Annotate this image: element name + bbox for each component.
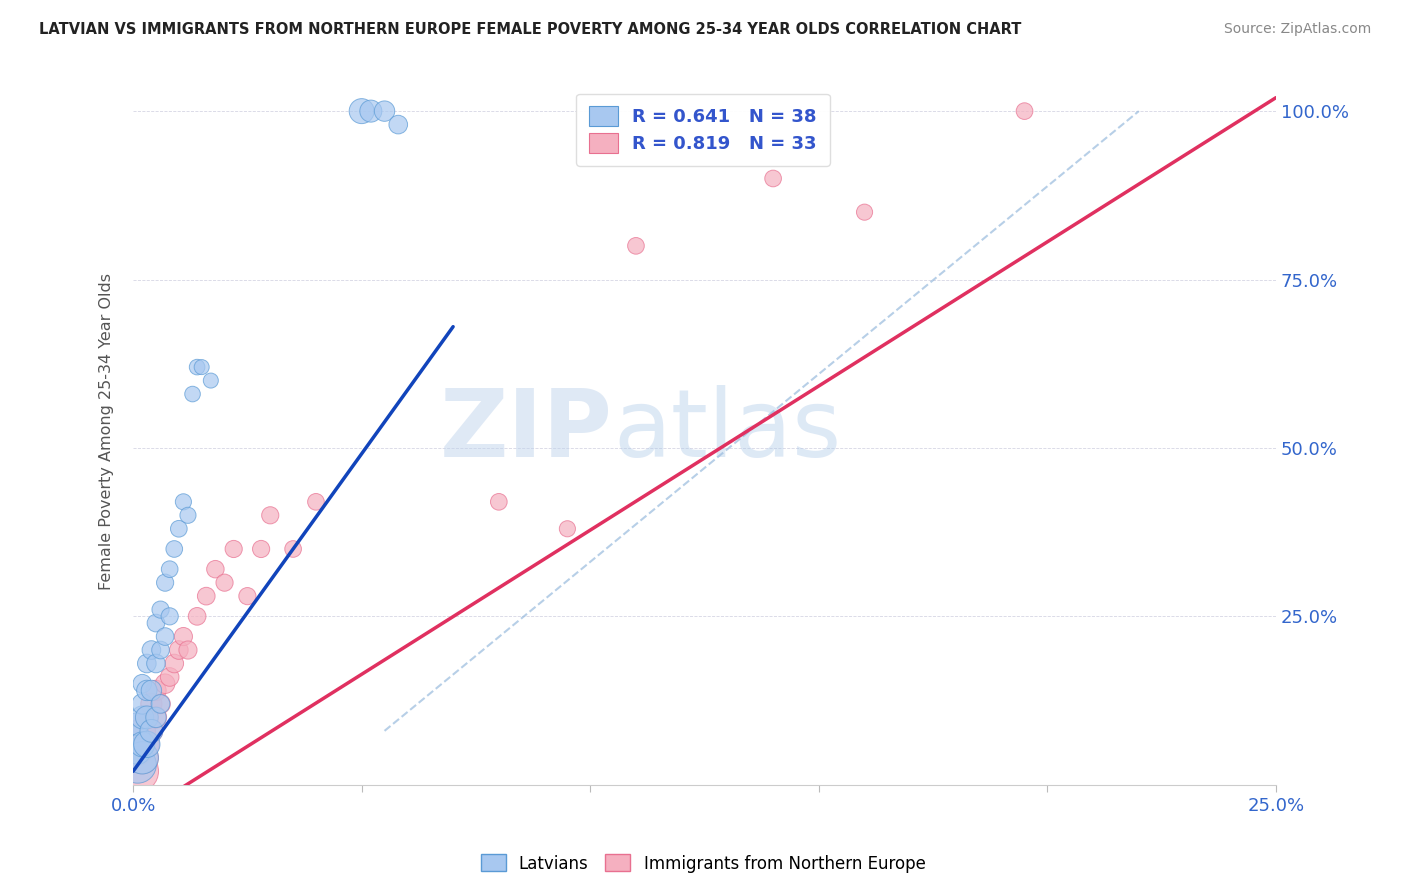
Point (181, 387, 204, 401)
Point (131, 723, 153, 738)
Point (853, 205, 876, 219)
Point (557, 522, 579, 536)
Point (259, 508, 281, 523)
Point (149, 643, 172, 657)
Point (135, 710, 157, 724)
Point (762, 171, 785, 186)
Point (145, 657, 167, 671)
Point (195, 589, 218, 603)
Point (145, 683, 167, 698)
Point (135, 710, 157, 724)
Point (360, 104, 382, 119)
Point (127, 717, 149, 731)
Point (141, 697, 163, 711)
Point (159, 609, 181, 624)
Legend: Latvians, Immigrants from Northern Europe: Latvians, Immigrants from Northern Europ… (474, 847, 932, 880)
Point (488, 495, 510, 509)
Text: atlas: atlas (613, 385, 841, 477)
Point (131, 697, 153, 711)
Point (131, 676, 153, 690)
Point (149, 697, 172, 711)
Point (127, 757, 149, 772)
Point (127, 731, 149, 745)
Text: LATVIAN VS IMMIGRANTS FROM NORTHERN EUROPE FEMALE POVERTY AMONG 25-34 YEAR OLDS : LATVIAN VS IMMIGRANTS FROM NORTHERN EURO… (39, 22, 1022, 37)
Point (190, 360, 212, 375)
Point (186, 609, 208, 624)
Point (281, 541, 304, 556)
Point (145, 710, 167, 724)
Point (153, 630, 176, 644)
Point (250, 541, 273, 556)
Point (204, 562, 226, 576)
Point (177, 643, 200, 657)
Point (167, 522, 190, 536)
Point (135, 657, 157, 671)
Point (135, 737, 157, 751)
Point (131, 751, 153, 765)
Y-axis label: Female Poverty Among 25-34 Year Olds: Female Poverty Among 25-34 Year Olds (100, 273, 114, 590)
Text: Source: ZipAtlas.com: Source: ZipAtlas.com (1223, 22, 1371, 37)
Point (172, 495, 194, 509)
Point (236, 589, 259, 603)
Point (387, 118, 409, 132)
Point (127, 744, 149, 758)
Point (373, 104, 395, 119)
Point (141, 723, 163, 738)
Point (141, 643, 163, 657)
Point (135, 737, 157, 751)
Point (153, 676, 176, 690)
Point (141, 723, 163, 738)
Point (131, 737, 153, 751)
Point (350, 104, 373, 119)
Point (186, 360, 208, 375)
Point (127, 744, 149, 758)
Point (624, 239, 647, 253)
Point (141, 683, 163, 698)
Point (149, 697, 172, 711)
Point (305, 495, 328, 509)
Point (127, 764, 149, 779)
Point (131, 710, 153, 724)
Point (1014, 104, 1036, 119)
Point (167, 643, 190, 657)
Legend: R = 0.641   N = 38, R = 0.819   N = 33: R = 0.641 N = 38, R = 0.819 N = 33 (576, 94, 830, 166)
Point (222, 541, 245, 556)
Point (200, 374, 222, 388)
Point (163, 657, 186, 671)
Text: ZIP: ZIP (440, 385, 613, 477)
Point (159, 562, 181, 576)
Point (172, 630, 194, 644)
Point (159, 670, 181, 684)
Point (131, 751, 153, 765)
Point (214, 575, 236, 590)
Point (135, 683, 157, 698)
Point (145, 710, 167, 724)
Point (177, 508, 200, 523)
Point (145, 616, 167, 631)
Point (163, 541, 186, 556)
Point (153, 575, 176, 590)
Point (149, 602, 172, 616)
